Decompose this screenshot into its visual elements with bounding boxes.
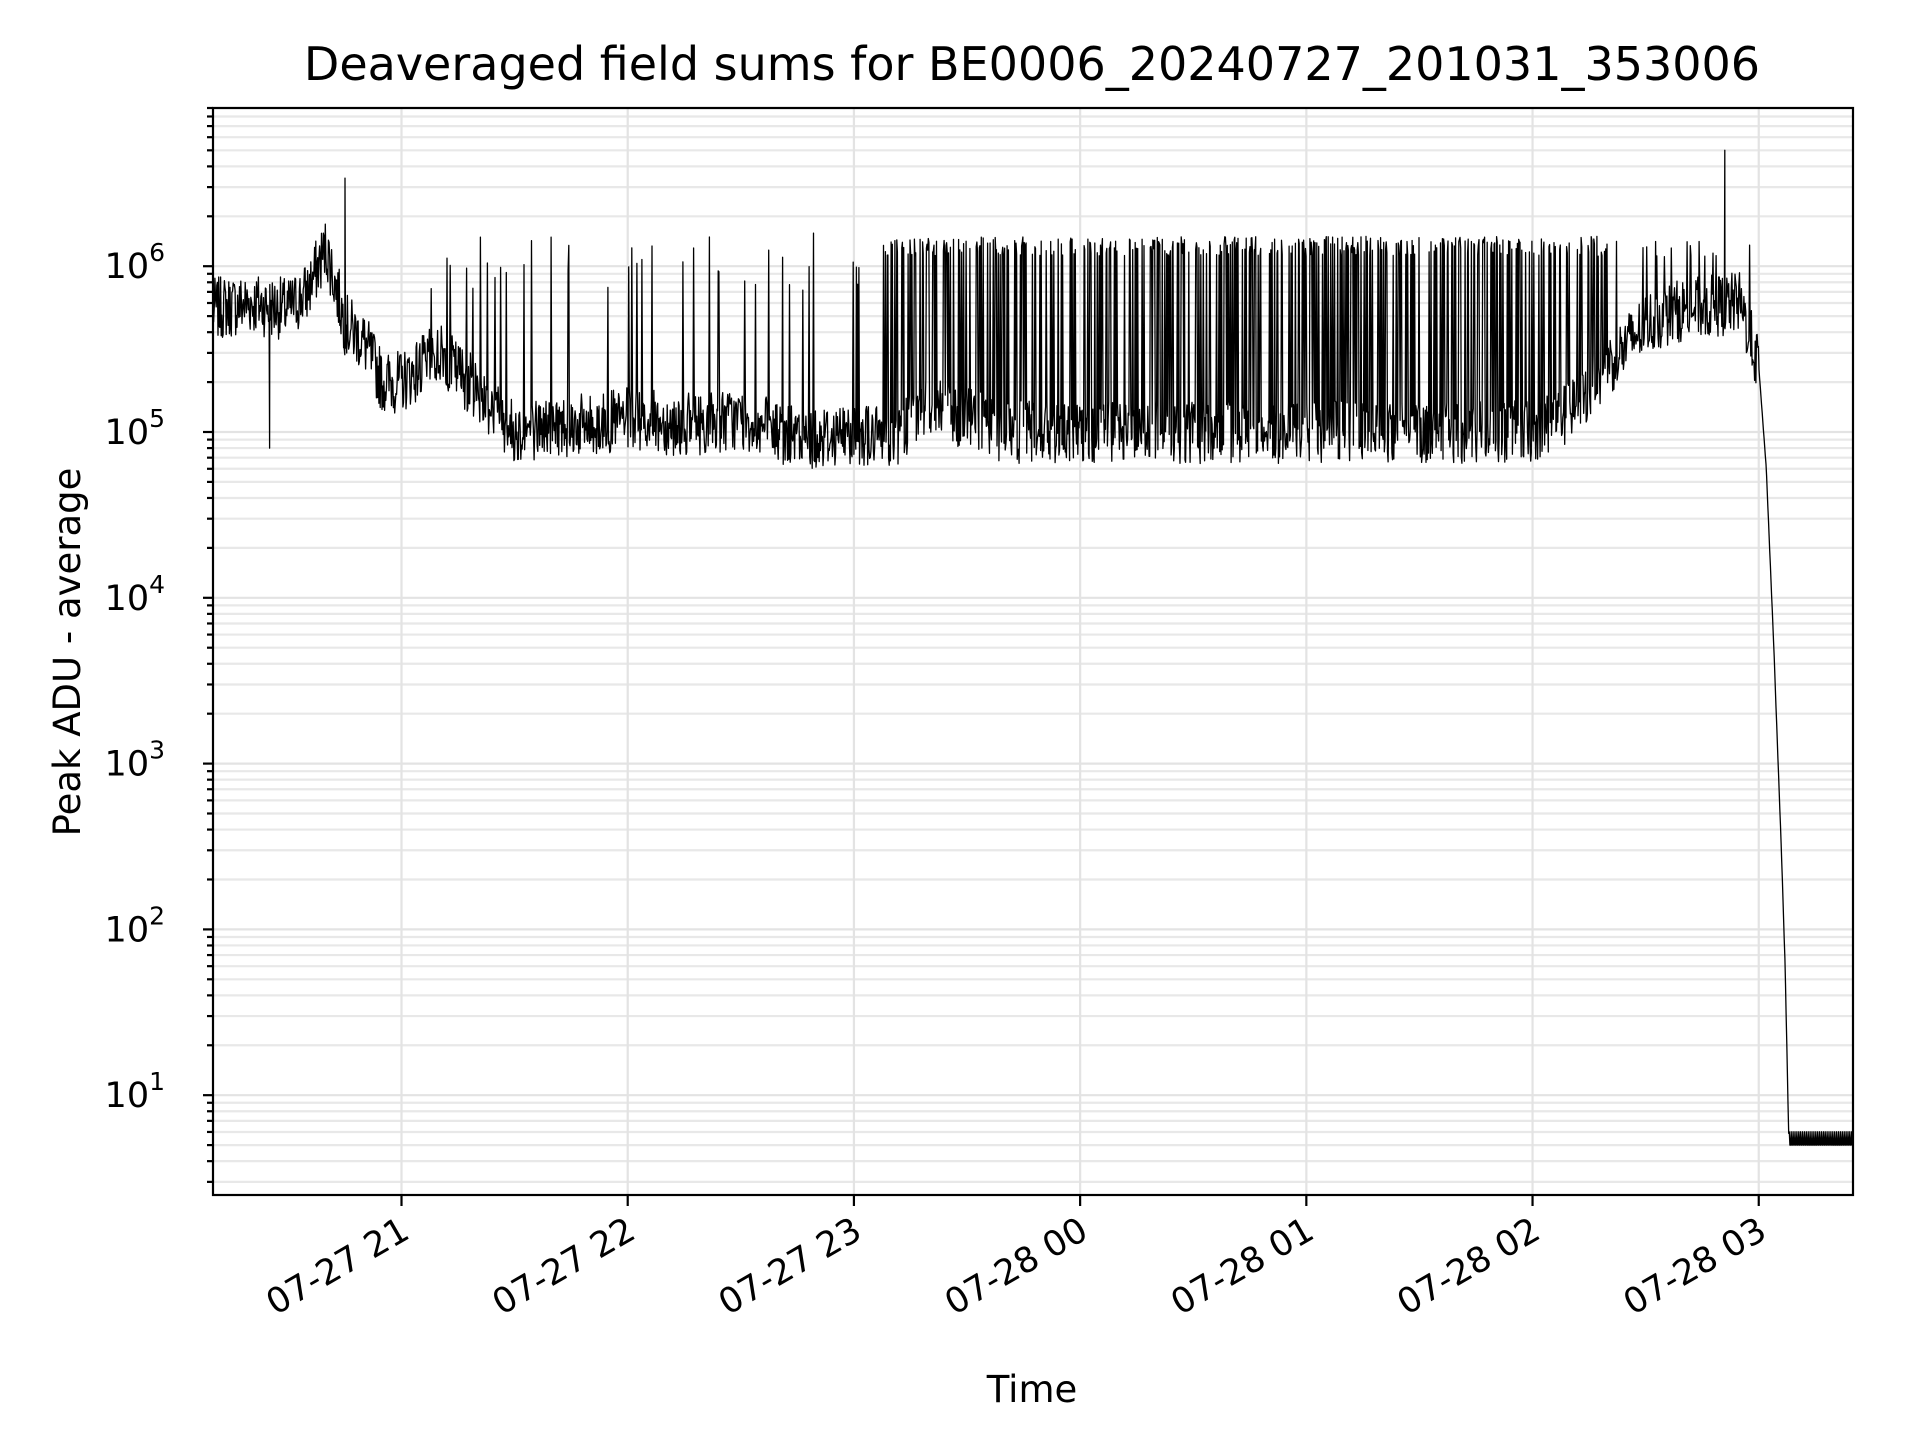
x-tick-label: 07-28 02 [1391,1210,1547,1323]
x-tick-label: 07-27 23 [712,1210,868,1323]
y-tick-label: 103 [105,736,165,785]
y-axis-ticks: 101 102 103 104 105 106 [105,106,213,1183]
y-tick-label: 105 [105,404,165,453]
x-tick-label: 07-28 01 [1165,1210,1321,1323]
x-axis-ticks: 07-27 21 07-27 22 07-27 23 07-28 00 07-28 01… [260,1195,1773,1323]
y-tick-label: 106 [105,238,165,287]
series-line [212,149,1854,1146]
x-tick-label: 07-28 03 [1617,1210,1773,1323]
y-tick-label: 102 [105,901,165,950]
series-group [212,149,1854,1146]
y-axis-label: Peak ADU - average [46,468,89,837]
y-tick-label: 101 [105,1067,165,1116]
x-tick-label: 07-27 22 [486,1210,642,1323]
chart-title: Deaveraged field sums for BE0006_2024072… [304,37,1760,91]
x-tick-label: 07-28 00 [938,1210,1094,1323]
plot-frame [211,106,1855,1197]
x-axis-label: Time [986,1368,1078,1411]
y-tick-label: 104 [105,570,165,619]
x-tick-label: 07-27 21 [260,1210,416,1323]
